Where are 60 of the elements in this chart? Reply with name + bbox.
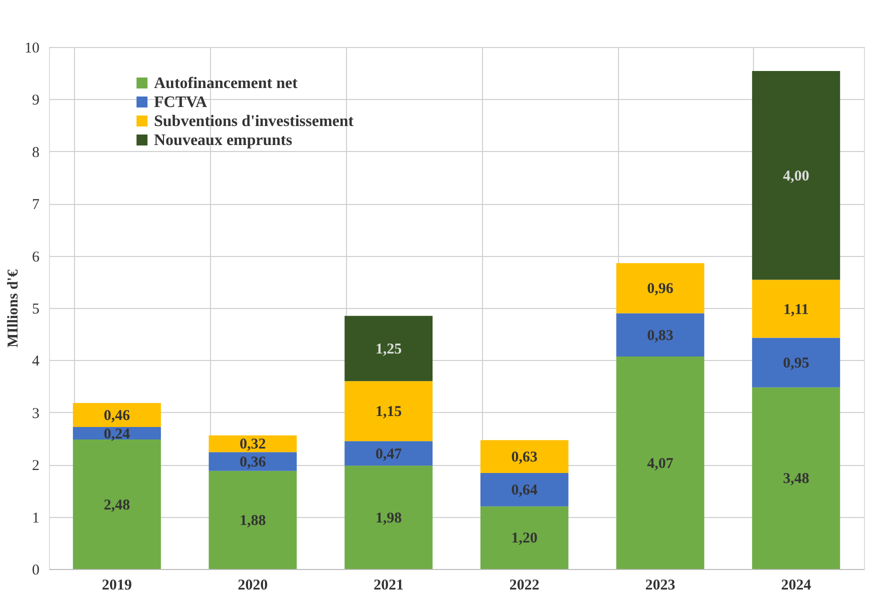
data-label: 0,83 [647, 328, 674, 344]
data-label: 0,64 [511, 482, 538, 499]
bar [72, 403, 161, 428]
bar [344, 381, 433, 442]
legend-label: Autofinancement net [154, 75, 298, 92]
bar [480, 440, 568, 473]
bar [480, 472, 568, 506]
bar [752, 280, 840, 338]
x-tick-label: 2024 [781, 578, 812, 594]
bar [616, 263, 704, 314]
data-label: 1,88 [240, 512, 266, 529]
bar [752, 71, 840, 280]
legend-label: Nouveaux emprunts [154, 132, 292, 149]
data-label: 1,98 [375, 510, 402, 526]
y-tick-label: 2 [32, 458, 40, 474]
y-tick-label: 7 [32, 197, 40, 214]
data-label: 1,20 [511, 530, 538, 547]
data-label: 0,24 [104, 426, 131, 442]
x-tick-label: 2022 [509, 578, 540, 594]
x-tick-label: 2023 [645, 578, 676, 594]
data-label: 0,32 [240, 436, 266, 453]
legend-label: Subventions d'investissement [154, 113, 354, 130]
y-tick-label: 3 [32, 406, 40, 422]
data-label: 0,96 [647, 281, 674, 298]
x-tick-label: 2021 [374, 578, 404, 594]
bar [616, 356, 704, 569]
bar [344, 316, 433, 382]
bar [72, 440, 161, 569]
data-label: 0,36 [240, 454, 266, 470]
bar [344, 441, 433, 466]
data-label: 3,48 [782, 471, 810, 488]
data-label: 0,95 [782, 356, 810, 372]
bar [344, 466, 433, 569]
bar [616, 313, 704, 357]
x-tick-label: 2020 [238, 578, 268, 594]
data-label: 4,00 [782, 168, 810, 184]
data-label: 0,46 [104, 408, 131, 424]
y-tick-label: 0 [32, 562, 40, 578]
bar [480, 506, 568, 569]
data-label: 1,11 [783, 302, 809, 318]
bar [208, 452, 297, 471]
y-tick-label: 4 [32, 354, 40, 370]
data-label: 1,15 [375, 404, 402, 420]
data-label: 1,25 [375, 341, 402, 358]
bar [208, 470, 297, 569]
y-tick-label: 5 [32, 302, 40, 318]
data-label: 2,48 [104, 497, 130, 514]
bar [752, 387, 840, 569]
y-axis-title: MIllions d'€ [6, 269, 22, 348]
y-tick-label: 1 [32, 510, 40, 526]
y-tick-label: 8 [32, 144, 40, 161]
data-label: 4,07 [647, 456, 674, 472]
bar [752, 338, 840, 388]
y-tick-label: 9 [32, 92, 40, 109]
x-tick-label: 2019 [102, 578, 132, 594]
legend-label: FCTVA [154, 94, 208, 111]
data-label: 0,63 [511, 450, 538, 466]
data-label: 0,47 [375, 446, 402, 462]
y-tick-label: 6 [32, 249, 40, 266]
y-tick-label: 10 [24, 40, 40, 56]
